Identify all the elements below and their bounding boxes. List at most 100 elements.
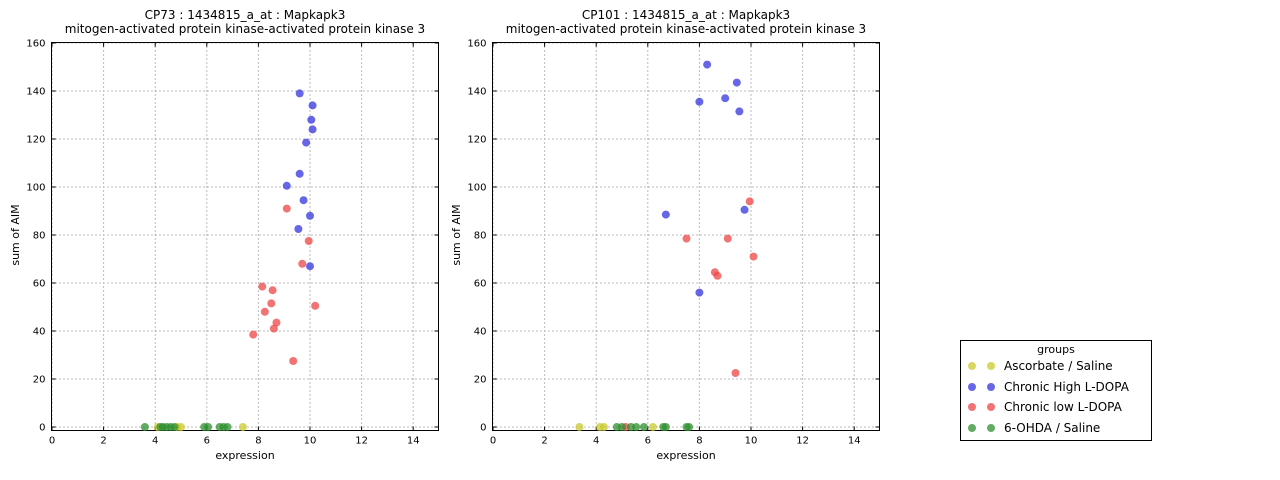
- data-point: [308, 101, 317, 110]
- x-tick-label: 2: [541, 436, 547, 447]
- legend-marker-icon: [987, 403, 995, 412]
- legend-marker-icon: [987, 362, 995, 371]
- data-point: [258, 282, 267, 291]
- legend-marker-icon: [968, 362, 976, 371]
- y-tick-label: 60: [33, 279, 46, 290]
- y-tick-label: 0: [480, 423, 486, 434]
- x-tick-label: 14: [407, 436, 420, 447]
- x-tick-label: 10: [745, 436, 758, 447]
- left-chart-title-block: CP73 : 1434815_a_at : Mapkapk3 mitogen-a…: [25, 8, 465, 36]
- legend-item-0: Ascorbate / Saline: [961, 356, 1151, 377]
- data-point: [177, 423, 185, 431]
- x-tick-label: 8: [255, 436, 261, 447]
- data-point: [272, 318, 281, 327]
- y-tick-label: 160: [467, 39, 486, 50]
- legend-item-label: Ascorbate / Saline: [1004, 359, 1113, 374]
- data-point: [308, 125, 317, 134]
- axes-box: [51, 42, 439, 431]
- y-tick-label: 140: [467, 87, 486, 98]
- data-point: [289, 357, 298, 365]
- x-tick-label: 4: [593, 436, 599, 447]
- x-tick-label: 0: [49, 436, 55, 447]
- data-point: [695, 288, 704, 297]
- data-point: [267, 299, 276, 308]
- y-tick-label: 100: [467, 183, 486, 194]
- y-tick-label: 140: [26, 87, 45, 98]
- y-tick-label: 20: [474, 375, 487, 386]
- x-tick-label: 2: [100, 436, 106, 447]
- data-point: [685, 423, 694, 431]
- legend-item-label: 6-OHDA / Saline: [1004, 420, 1101, 435]
- x-tick-label: 4: [152, 436, 158, 447]
- legend-item-2: Chronic low L-DOPA: [961, 397, 1151, 418]
- data-point: [170, 423, 179, 431]
- data-point: [695, 97, 704, 106]
- data-point: [721, 94, 730, 103]
- y-tick-label: 120: [26, 135, 45, 146]
- left-chart-subtitle: mitogen-activated protein kinase-activat…: [64, 22, 426, 36]
- y-tick-label: 20: [33, 375, 46, 386]
- legend-item-3: 6-OHDA / Saline: [961, 418, 1151, 439]
- left-chart-title: CP73 : 1434815_a_at : Mapkapk3: [144, 8, 346, 22]
- data-point: [304, 237, 313, 245]
- data-point: [268, 286, 277, 295]
- y-tick-label: 120: [467, 135, 486, 146]
- x-tick-label: 12: [796, 436, 809, 447]
- legend-marker-icon: [987, 423, 995, 432]
- data-point: [732, 78, 741, 87]
- data-point: [618, 423, 626, 431]
- right-chart-title-block: CP101 : 1434815_a_at : Mapkapk3 mitogen-…: [466, 8, 906, 36]
- data-point: [269, 324, 278, 333]
- data-point: [295, 169, 304, 178]
- data-point: [735, 107, 744, 116]
- data-point: [238, 423, 247, 431]
- x-tick-label: 10: [304, 436, 317, 447]
- data-point: [307, 115, 316, 124]
- legend-marker-icon: [968, 382, 976, 391]
- data-point: [260, 307, 269, 316]
- data-point: [298, 259, 307, 268]
- x-tick-label: 6: [645, 436, 651, 447]
- legend-marker-icon: [987, 382, 995, 391]
- data-point: [299, 196, 308, 205]
- y-tick-label: 80: [474, 231, 487, 242]
- data-point: [204, 423, 213, 431]
- right-x-axis-label: expression: [656, 449, 716, 462]
- data-point: [661, 423, 670, 431]
- legend-marker-icon: [968, 403, 976, 412]
- x-tick-label: 8: [696, 436, 702, 447]
- data-point: [632, 423, 641, 431]
- data-point: [713, 271, 722, 280]
- y-tick-label: 100: [26, 183, 45, 194]
- x-tick-label: 0: [490, 436, 496, 447]
- left-x-axis-label: expression: [215, 449, 275, 462]
- y-tick-label: 0: [39, 423, 45, 434]
- data-point: [282, 204, 291, 213]
- data-point: [294, 225, 303, 233]
- data-point: [306, 211, 314, 220]
- y-tick-label: 40: [474, 327, 487, 338]
- data-point: [306, 262, 314, 271]
- left-y-axis-label: sum of AIM: [9, 204, 22, 266]
- data-point: [599, 423, 608, 431]
- legend-marker-icon: [968, 423, 976, 432]
- legend-item-label: Chronic High L-DOPA: [1004, 379, 1129, 394]
- data-point: [648, 423, 657, 431]
- y-tick-label: 40: [33, 327, 46, 338]
- data-point: [731, 369, 740, 377]
- legend-item-1: Chronic High L-DOPA: [961, 377, 1151, 398]
- data-point: [723, 234, 732, 243]
- data-point: [661, 210, 670, 219]
- data-point: [140, 423, 149, 431]
- data-point: [249, 330, 258, 339]
- data-point: [703, 60, 712, 69]
- right-y-axis-label: sum of AIM: [450, 204, 463, 266]
- data-point: [682, 234, 691, 243]
- data-point: [302, 138, 311, 147]
- x-tick-label: 6: [204, 436, 210, 447]
- data-point: [311, 301, 320, 310]
- y-tick-label: 60: [474, 279, 487, 290]
- legend-items: Ascorbate / Saline Chronic High L-DOPA Chr…: [961, 356, 1151, 438]
- legend-title: groups: [1037, 343, 1075, 356]
